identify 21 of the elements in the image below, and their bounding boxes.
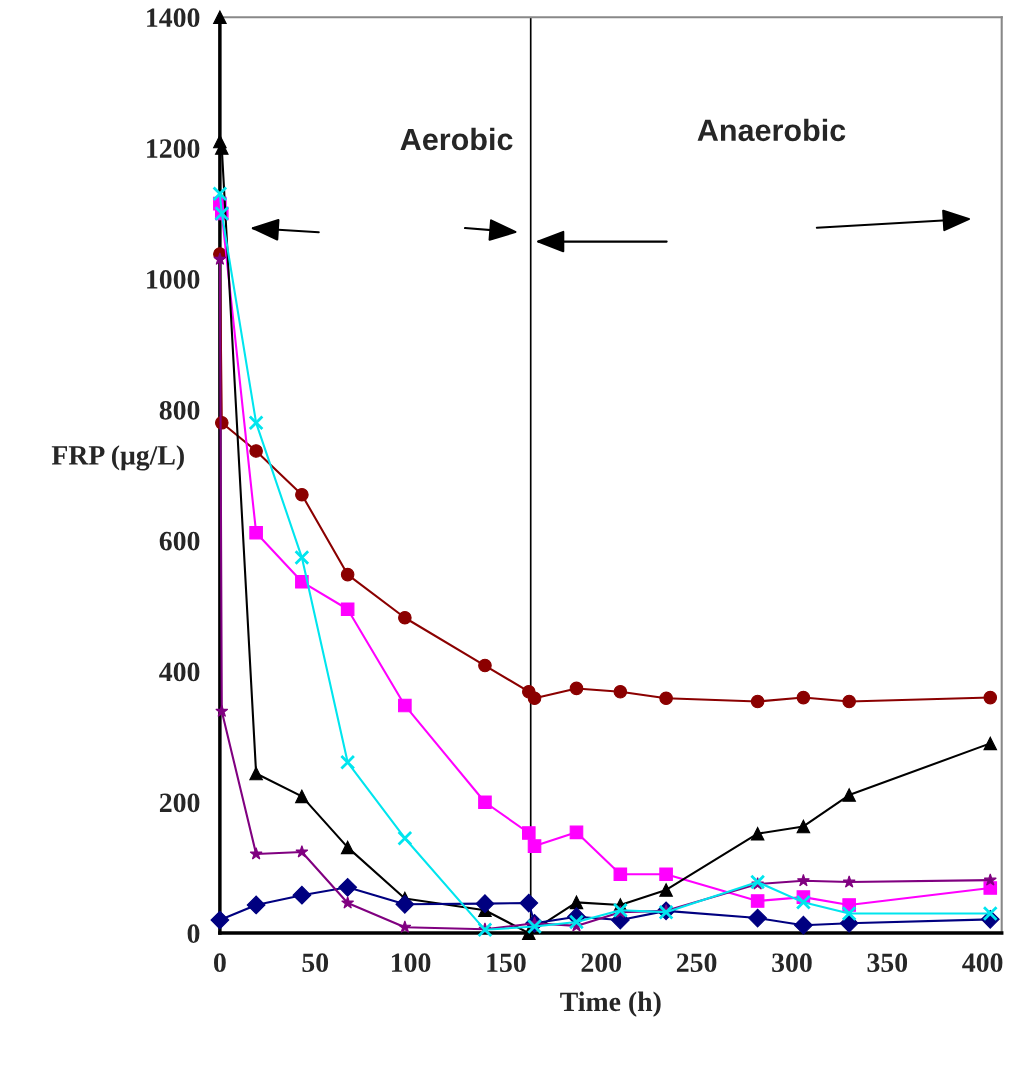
y-tick-label: 0: [187, 924, 200, 944]
y-tick-label: 200: [159, 793, 200, 813]
y-tick-label: 400: [159, 662, 200, 682]
x-tick-label: 400: [962, 953, 1003, 973]
x-axis-title: Time (h): [560, 991, 661, 1017]
x-tick-label: 300: [772, 953, 812, 973]
x-tick-label: 150: [487, 953, 526, 973]
annotation: Anaerobic: [697, 118, 846, 142]
x-tick-label: 200: [581, 953, 622, 973]
x-tick-label: 250: [676, 953, 717, 973]
annotation: Aerobic: [400, 127, 513, 151]
y-tick-label: 600: [159, 531, 200, 551]
y-tick-label: 1000: [147, 270, 200, 289]
y-tick-label: 1400: [147, 8, 200, 28]
x-tick-label: 0: [214, 953, 226, 973]
x-tick-label: 100: [391, 953, 431, 973]
x-tick-label: 350: [867, 953, 908, 973]
y-tick-label: 1200: [147, 139, 200, 158]
x-tick-label: 50: [302, 953, 329, 973]
y-tick-label: 800: [159, 400, 200, 420]
y-axis-title: FRP (μg/L): [51, 445, 184, 471]
